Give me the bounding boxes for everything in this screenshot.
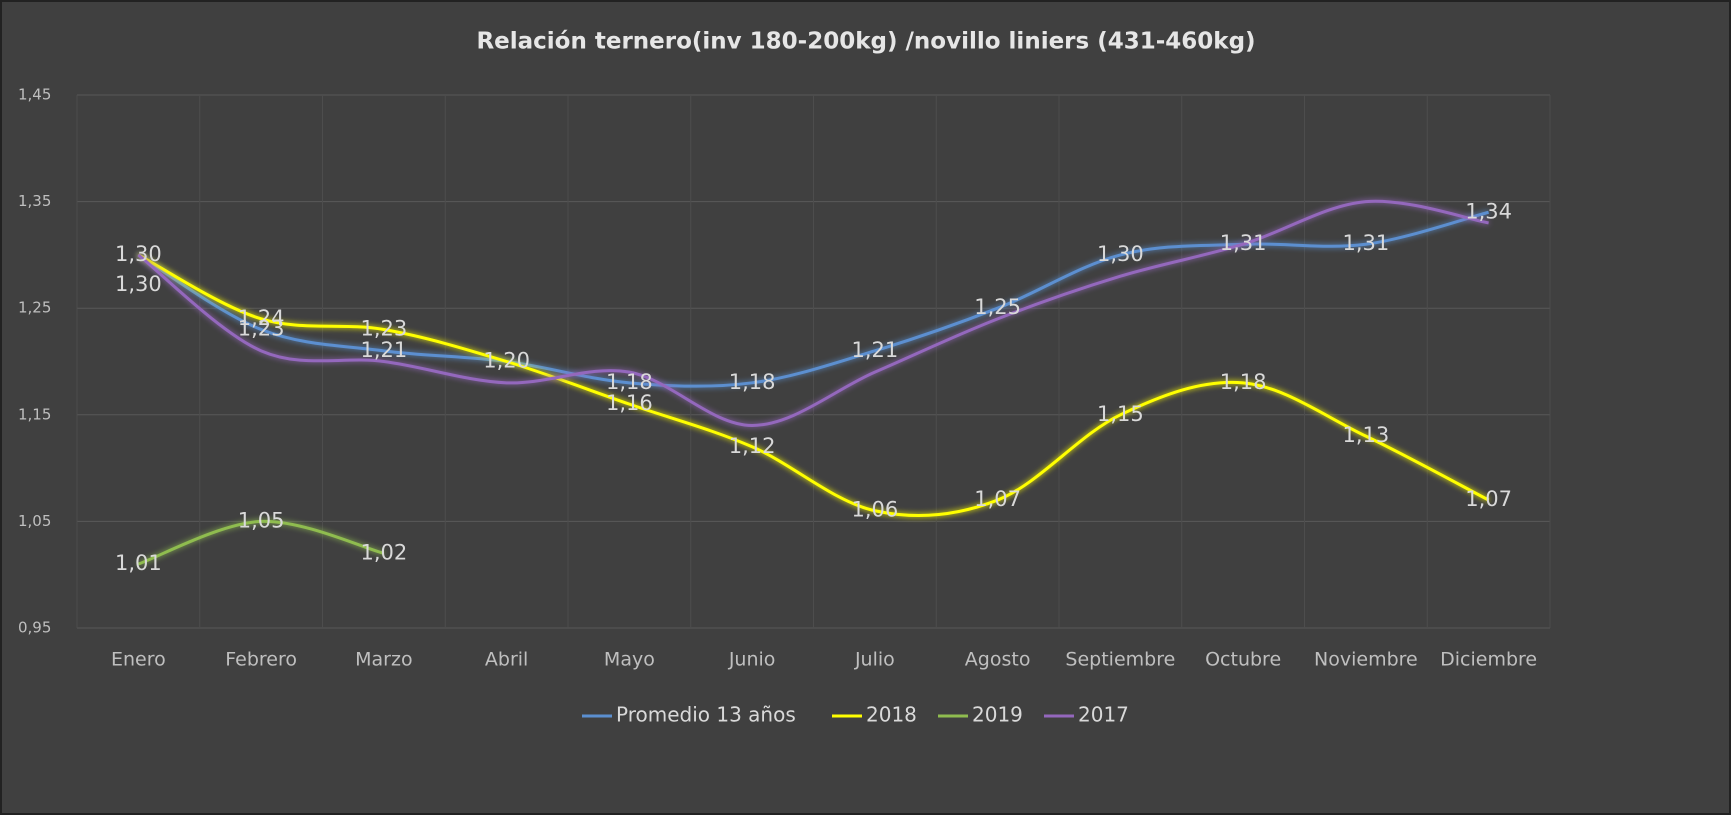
x-tick-label: Octubre [1205,649,1281,671]
legend-label: 2019 [972,703,1023,727]
x-tick-label: Febrero [225,649,297,671]
data-label: 1,23 [238,317,285,341]
x-tick-label: Junio [728,649,776,671]
x-tick-label: Noviembre [1314,649,1418,671]
data-label: 1,01 [115,551,162,575]
data-label: 1,24 [238,306,285,330]
data-label: 1,31 [1220,231,1267,255]
series-line [137,253,1490,517]
y-tick-label: 1,25 [18,299,51,317]
data-label: 1,07 [974,487,1021,511]
data-label: 1,23 [360,317,407,341]
y-tick-label: 1,15 [18,405,51,423]
data-label: 1,34 [1465,199,1512,223]
legend-label: 2017 [1078,703,1129,727]
x-tick-label: Marzo [355,649,412,671]
data-label: 1,13 [1342,423,1389,447]
data-label: 1,18 [1220,370,1267,394]
data-label: 1,25 [974,295,1021,319]
y-tick-label: 0,95 [18,619,51,637]
y-tick-label: 1,05 [18,512,51,530]
data-label: 1,21 [360,338,407,362]
data-label: 1,20 [483,349,530,373]
series-group [137,519,385,566]
chart-title: Relación ternero(inv 180-200kg) /novillo… [476,29,1255,55]
x-tick-label: Abril [485,649,528,671]
data-label: 1,16 [606,391,653,415]
series-line [137,519,385,566]
series-group [137,210,1490,388]
x-tick-label: Diciembre [1440,649,1537,671]
x-tick-label: Julio [854,649,895,671]
x-tick-label: Mayo [604,649,655,671]
data-label: 1,18 [606,370,653,394]
data-label: 1,05 [238,508,285,532]
data-label: 1,18 [729,370,776,394]
data-label: 1,30 [115,272,162,296]
series-line [137,210,1490,388]
data-label: 1,30 [1097,242,1144,266]
data-label: 1,02 [360,540,407,564]
x-tick-label: Septiembre [1065,649,1175,671]
data-label: 1,21 [851,338,898,362]
data-label: 1,30 [115,242,162,266]
data-label: 1,31 [1342,231,1389,255]
series-group [137,253,1490,517]
legend-label: 2018 [866,703,917,727]
data-label: 1,07 [1465,487,1512,511]
x-tick-label: Enero [111,649,166,671]
series-line [137,199,1489,427]
data-label: 1,15 [1097,402,1144,426]
data-label: 1,12 [729,434,776,458]
y-tick-label: 1,45 [18,86,51,104]
y-tick-label: 1,35 [18,192,51,210]
x-tick-label: Agosto [965,649,1031,671]
series-group [137,199,1489,427]
data-label: 1,06 [851,498,898,522]
legend-label: Promedio 13 años [616,703,796,727]
